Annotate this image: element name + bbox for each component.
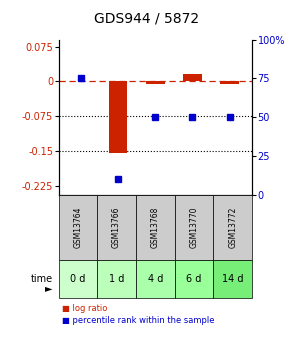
Bar xyxy=(97,260,136,298)
Bar xyxy=(97,195,136,260)
Text: GSM13766: GSM13766 xyxy=(112,207,121,248)
Bar xyxy=(109,81,127,153)
Text: time: time xyxy=(30,275,53,284)
Text: 4 d: 4 d xyxy=(148,275,163,284)
Bar xyxy=(175,195,213,260)
Text: GSM13770: GSM13770 xyxy=(190,207,198,248)
Text: 0 d: 0 d xyxy=(70,275,86,284)
Bar xyxy=(175,260,213,298)
Text: GSM13764: GSM13764 xyxy=(74,207,82,248)
Text: GSM13772: GSM13772 xyxy=(228,207,237,248)
Text: 1 d: 1 d xyxy=(109,275,124,284)
Text: GSM13768: GSM13768 xyxy=(151,207,160,248)
Bar xyxy=(213,260,252,298)
Bar xyxy=(183,75,202,81)
Bar xyxy=(59,195,97,260)
Bar xyxy=(59,260,97,298)
Bar xyxy=(146,81,165,84)
Text: ►: ► xyxy=(45,283,53,293)
Bar xyxy=(136,260,175,298)
Bar xyxy=(220,81,239,84)
Bar xyxy=(136,195,175,260)
Text: 6 d: 6 d xyxy=(186,275,202,284)
Text: 14 d: 14 d xyxy=(222,275,243,284)
Bar xyxy=(213,195,252,260)
Text: GDS944 / 5872: GDS944 / 5872 xyxy=(94,12,199,26)
Text: ■ percentile rank within the sample: ■ percentile rank within the sample xyxy=(62,316,214,325)
Text: ■ log ratio: ■ log ratio xyxy=(62,304,107,313)
